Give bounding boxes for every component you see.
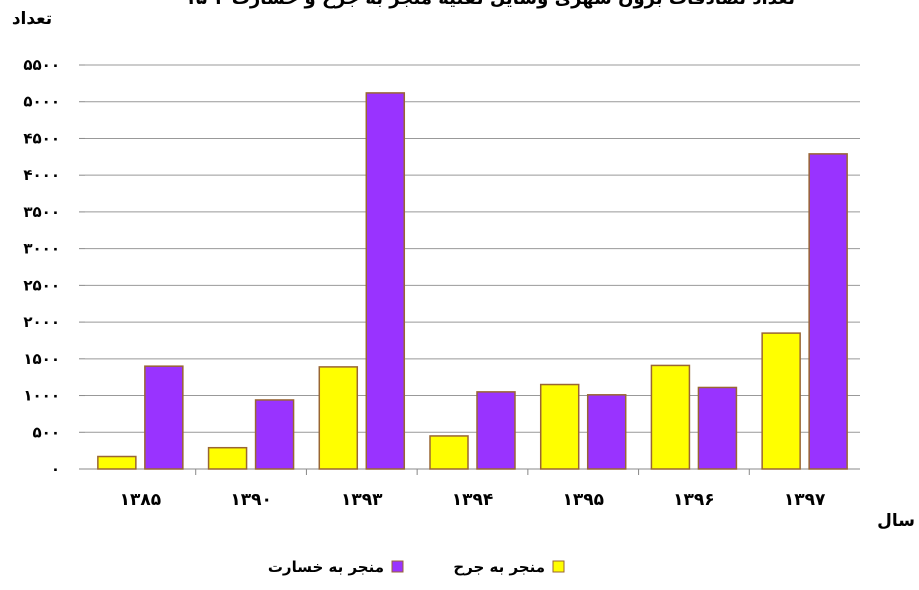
y-tick-label: ۲۰۰۰ <box>23 313 60 331</box>
y-tick-label: ۰ <box>51 460 60 478</box>
gridlines <box>79 64 860 475</box>
legend-label: منجر به خسارت <box>268 558 384 576</box>
legend-swatch <box>552 560 565 573</box>
bar-injury <box>318 366 359 470</box>
x-tick-label: ۱۳۸۵ <box>120 490 162 510</box>
bars <box>97 92 848 470</box>
chart-title: تعداد تصادفات برون شهری وسایل نقلیه منجر… <box>185 0 795 9</box>
bar-injury <box>761 332 801 470</box>
y-tick-label: ۵۰۰ <box>33 423 60 441</box>
chart-title-prefix: ۲-۱۵ <box>185 0 225 9</box>
bar-damage <box>144 365 184 470</box>
bar-damage <box>365 92 406 470</box>
bar-damage <box>808 153 848 470</box>
x-tick-label: ۱۳۹۷ <box>784 490 826 510</box>
x-tick-label: ۱۳۹۵ <box>562 490 604 510</box>
x-tick-label: ۱۳۹۳ <box>341 490 383 510</box>
legend-swatch <box>391 560 404 573</box>
x-tick-labels: ۱۳۸۵ ۱۳۹۰ ۱۳۹۳ ۱۳۹۴ ۱۳۹۵ ۱۳۹۶ ۱۳۹۷ <box>120 490 826 510</box>
x-axis-title: سال <box>877 511 915 531</box>
y-tick-label: ۵۰۰۰ <box>23 93 60 111</box>
y-tick-label: ۱۰۰۰ <box>23 387 60 405</box>
x-tick-label: ۱۳۹۴ <box>452 490 494 510</box>
y-tick-label: ۳۵۰۰ <box>23 203 60 221</box>
bar-injury <box>650 364 691 470</box>
bar-damage <box>476 391 516 470</box>
y-tick-label: ۳۰۰۰ <box>23 240 60 258</box>
y-tick-label: ۱۵۰۰ <box>23 350 60 368</box>
x-tick-label: ۱۳۹۶ <box>673 490 715 510</box>
bar-injury <box>97 455 137 470</box>
bar-damage <box>586 394 627 470</box>
y-tick-label: ۲۵۰۰ <box>23 276 60 294</box>
x-tick-label: ۱۳۹۰ <box>230 490 272 510</box>
bar-damage <box>697 386 738 470</box>
bar-damage <box>254 399 295 470</box>
y-tick-label: ۴۰۰۰ <box>23 166 60 184</box>
bar-injury <box>207 446 248 470</box>
bar-injury <box>429 435 469 470</box>
y-tick-label: ۵۵۰۰ <box>23 56 60 74</box>
legend-label: منجر به جرح <box>453 558 545 576</box>
bar-injury <box>539 383 580 470</box>
y-tick-label: ۴۵۰۰ <box>23 129 60 147</box>
chart-title-text: تعداد تصادفات برون شهری وسایل نقلیه منجر… <box>232 0 795 9</box>
y-axis-title: تعداد <box>12 9 52 29</box>
y-tick-labels: ۰ ۵۰۰ ۱۰۰۰ ۱۵۰۰ ۲۰۰۰ ۲۵۰۰ ۳۰۰۰ ۳۵۰۰ ۴۰۰۰ ۴۵۰۰ ۵۰۰۰… <box>23 56 60 478</box>
legend: منجر به جرح منجر به خسارت <box>268 558 565 576</box>
